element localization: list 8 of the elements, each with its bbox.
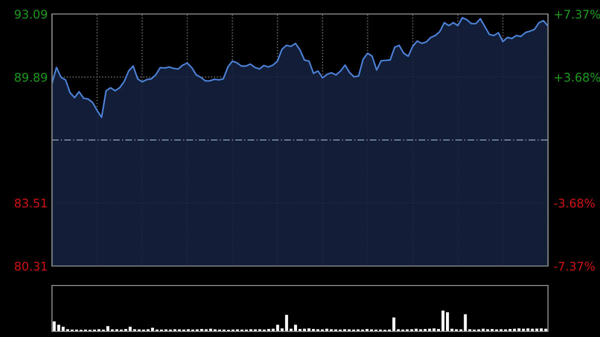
y2-tick-label: +7.37%: [554, 10, 600, 19]
y-tick-label: 83.51: [14, 198, 47, 208]
y2-tick-label: +3.68%: [554, 72, 600, 82]
y-tick-label: 80.31: [14, 262, 47, 271]
y-tick-label: 89.89: [14, 72, 48, 82]
y-tick-label: 93.09: [14, 10, 48, 19]
y2-tick-label: -3.68%: [554, 198, 595, 208]
y2-tick-label: -7.37%: [554, 262, 595, 271]
